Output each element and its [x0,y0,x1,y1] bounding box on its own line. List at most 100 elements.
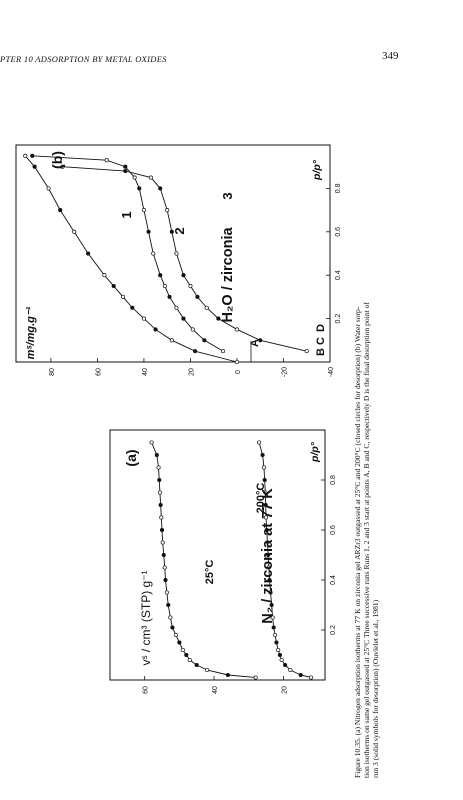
panel-a-series-point [166,602,171,608]
panel-a-series-point [149,440,154,445]
panel-a-series-point [263,490,268,495]
panel-a-series-point [276,647,281,653]
panel-b-series-point [162,283,167,289]
panel-b-x-label: p/p° [311,159,323,181]
panel-b-series-point [216,316,221,321]
panel-a-series-point [260,452,265,458]
panel-a-y-tick-label: 60 [143,686,150,694]
panel-b-series-point [181,316,186,321]
panel-b-series-point [86,251,91,256]
panel-b-series-point [102,273,107,278]
panel-b-x-tick-label: 0.4 [335,270,342,280]
point-label-c: C [315,337,327,345]
caption-line-2: tion isotherms on same gel outgassed at … [362,302,371,778]
panel-b-series-point [153,327,158,332]
point-label-a: A [249,339,261,347]
panel-a-x-tick-label: 0.4 [330,575,337,585]
curve-label-200c: 200°C [255,483,267,514]
panel-b-series-point [158,273,163,278]
panel-a-series-point [168,615,173,620]
panel-b-series-point [104,158,109,163]
panel-b-y-tick-label: 20 [188,368,195,376]
panel-a-series-point [262,477,267,483]
panel-a-series-point [180,647,185,653]
panel-b-series-point [111,283,116,289]
panel-a-series-point [162,565,167,570]
panel-a-series-point [159,515,164,520]
panel-b-series-point [188,283,193,289]
panel-a-series-point [274,640,279,645]
panel-a-ticks: 0.2 0.4 0.6 0.8 20 40 60 [143,475,337,694]
panel-b-series-point [234,359,240,365]
panel-b-y-tick-label: -20 [281,367,288,377]
point-label-d: D [315,324,327,332]
panel-b-series-point [130,305,135,310]
panel-b-frame [15,144,331,363]
panel-a-series-point [177,640,182,645]
panel-b-x-tick-label: 0.6 [335,227,342,237]
run-label-2: 2 [172,227,187,234]
panel-b-series-point [174,305,179,310]
panel-b-series-point [141,316,146,321]
panel-b-title: H₂O / zirconia [220,227,236,323]
panel-b-series-point [141,208,146,213]
panel-a-series-point [163,577,168,583]
panel-a-series-point [288,667,293,673]
panel-a-series-point [164,590,169,595]
panel-a-y-tick-label: 40 [212,686,219,694]
panel-a-series-point [161,552,166,558]
panel-a-series-point [266,552,271,558]
panel-b-x-tick-label: 0.2 [335,314,342,324]
panel-b-series-point [234,327,240,332]
panel-a-series-point [271,625,276,630]
panel-b-series-point [148,175,153,180]
panel-a-series-point [268,590,273,595]
panel-b-series-line-3 [62,166,307,352]
panel-b-series-point [169,229,174,234]
panel-b-series-point [258,338,263,343]
panel-a-series-point [283,662,288,668]
panel-b-series-point [120,294,126,299]
run-label-1: 1 [119,211,134,218]
panel-b-series-line-1 [24,155,238,363]
panel-a-series-point [279,657,284,663]
panel-a-series-point [225,672,230,678]
panel-a-series-point [170,625,175,630]
panel-b-x-tick-label: 0.8 [335,183,342,193]
panel-a-series-point [270,615,275,620]
caption-line-1: Figure 10.35. (a) Nitrogen adsorption is… [353,306,362,778]
panel-a-series-point [187,657,192,663]
panel-a-x-tick-label: 0.2 [330,625,337,635]
panel-b-series-point [23,153,28,158]
panel-a-series [149,440,314,680]
panel-b-series-point [174,251,179,256]
panel-b-series-point [204,305,209,310]
panel-a-title: N₂ / zirconia at 77 K [260,488,276,624]
panel-a-series-point [261,465,267,470]
panel-b-tag: (b) [49,151,65,169]
panel-a: 0.2 0.4 0.6 0.8 20 40 60 (a) N₂ / zirconia at … [109,429,337,694]
panel-b-series-point [169,338,174,343]
panel-a-series-point [273,632,278,638]
panel-b-series-point [181,273,186,278]
panel-a-series-point [269,602,274,608]
panel-a-frame [109,429,326,681]
panel-a-x-label: p/p° [309,441,321,463]
point-label-b: B [315,348,327,356]
panel-a-series-point [159,527,165,533]
caption-line-3: run 3 (solid symbols for desorption) (Ou… [371,599,380,778]
panel-a-series-point [257,440,262,445]
panel-b-series-point [132,175,137,180]
panel-b-series-point [32,164,37,169]
panel-b-y-tick-label: -40 [328,367,335,377]
panel-a-series-point [157,490,162,495]
panel-a-series-point [309,675,314,680]
panel-a-x-tick-label: 0.8 [330,475,337,485]
panel-a-series-point [157,477,162,483]
panel-a-series-point [205,667,210,673]
panel-a-series-point [267,577,272,583]
panel-b-y-tick-label: 80 [49,368,56,376]
panel-b-series-point [165,208,170,213]
panel-a-x-tick-label: 0.6 [330,525,337,535]
